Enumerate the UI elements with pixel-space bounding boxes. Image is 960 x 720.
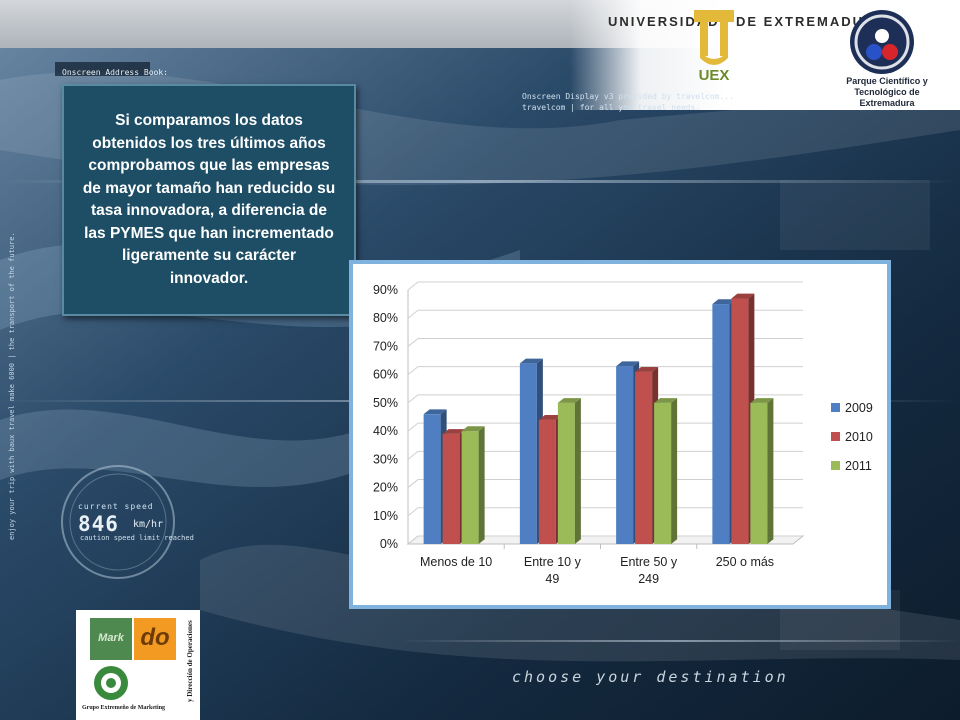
- bar-front: [731, 298, 749, 544]
- bar-top: [538, 415, 562, 420]
- y-tick-label: 80%: [373, 311, 398, 325]
- chart-x-ticks: Menos de 10 Entre 10 y 49 Entre 50 y 249 250 …: [420, 544, 774, 586]
- chart-bars: [423, 293, 774, 544]
- parque-cientifico-logo: [850, 10, 914, 74]
- bar-side: [478, 426, 485, 544]
- bar: [750, 398, 774, 544]
- marketing-group-caption: Grupo Extremeño de Marketing: [82, 705, 166, 711]
- hud-display-info: Onscreen Display v3 provided by travelco…: [522, 91, 742, 113]
- legend-label: 2009: [845, 401, 873, 415]
- hud-display-line2: travelcom | for all you travel needs.: [522, 103, 701, 112]
- bar-top: [519, 358, 543, 364]
- hud-address-book: Onscreen Address Book:: [62, 68, 168, 77]
- legend-label: 2011: [845, 459, 872, 473]
- hud-speed-label: current speed: [78, 502, 154, 511]
- uex-logo: UEX: [694, 10, 734, 84]
- y-tick-label: 0%: [380, 537, 398, 551]
- bar-top: [731, 293, 755, 299]
- conclusion-paragraph: Si comparamos los datos obtenidos los tr…: [82, 112, 336, 287]
- bar-front: [538, 419, 556, 544]
- x-tick-label: Entre 50 y 249: [620, 555, 678, 586]
- legend-swatch: [831, 403, 840, 412]
- bar-front: [423, 414, 441, 544]
- bar-top: [635, 367, 659, 372]
- university-name-left: UNIVERSIDAD: [608, 14, 720, 29]
- bar-front: [635, 371, 653, 544]
- bar-top: [461, 426, 485, 432]
- y-tick-label: 40%: [373, 424, 398, 438]
- bar-front: [654, 402, 672, 544]
- bar-top: [654, 398, 678, 403]
- x-tick-label: Entre 10 y 49: [524, 555, 582, 586]
- y-tick-label: 20%: [373, 481, 398, 495]
- conclusion-text-box: Si comparamos los datos obtenidos los tr…: [62, 84, 356, 316]
- do-logo: [134, 618, 176, 660]
- bar-front: [442, 433, 460, 544]
- do-logo-text: do: [140, 624, 170, 651]
- marketing-group-logo: [90, 662, 132, 704]
- bar-front: [519, 363, 537, 544]
- mark-logo: [90, 618, 132, 660]
- bar: [557, 398, 581, 544]
- gridline: [407, 366, 803, 376]
- x-tick-label: 250 o más: [716, 555, 774, 569]
- gridline: [407, 394, 803, 404]
- legend-swatch: [831, 461, 840, 470]
- hud-vertical-text: enjoy your trip with baux travel make 60…: [8, 232, 16, 540]
- hud-destination: choose your destination: [512, 668, 789, 686]
- bar-front: [461, 431, 479, 544]
- gridline: [407, 337, 803, 347]
- bar: [654, 398, 678, 544]
- bar-chart: 0% 10% 20% 30% 40% 50% 60% 70% 80% 90% Menos de 1…: [373, 281, 873, 586]
- chart-legend: 2009 2010 2011: [831, 401, 873, 473]
- bar-side: [767, 398, 774, 544]
- chart-frame: 0% 10% 20% 30% 40% 50% 60% 70% 80% 90% Menos de 1…: [349, 260, 891, 609]
- y-tick-label: 50%: [373, 396, 398, 410]
- bar-top: [423, 409, 447, 415]
- bar-side: [671, 398, 678, 544]
- uex-mark: UEX: [699, 67, 730, 84]
- parque-name: Parque Científico y Tecnológico de Extre…: [846, 76, 928, 108]
- chart-y-ticks: 0% 10% 20% 30% 40% 50% 60% 70% 80% 90%: [373, 283, 398, 551]
- hud-caution: caution speed limit reached: [80, 534, 194, 542]
- hud-speed-value: 846: [78, 512, 119, 536]
- bar-side: [574, 398, 581, 544]
- y-tick-label: 60%: [373, 368, 398, 382]
- chart-grid: [406, 281, 805, 545]
- bar-top: [712, 299, 736, 305]
- mark-logo-text: Mark: [98, 632, 124, 644]
- bar-front: [712, 304, 730, 544]
- y-tick-label: 70%: [373, 339, 398, 353]
- hud-speed-unit: km/hr: [133, 519, 164, 530]
- bar-top: [557, 398, 581, 403]
- y-tick-label: 90%: [373, 283, 398, 297]
- bar-top: [750, 398, 774, 403]
- y-tick-label: 10%: [373, 509, 398, 523]
- gridline: [407, 309, 803, 319]
- bar-front: [750, 402, 768, 544]
- bar-top: [442, 429, 466, 434]
- y-tick-label: 30%: [373, 452, 398, 466]
- bar: [461, 426, 485, 544]
- x-tick-label: Menos de 10: [420, 555, 492, 569]
- legend-swatch: [831, 432, 840, 441]
- bar-front: [557, 402, 575, 544]
- legend-label: 2010: [845, 430, 873, 444]
- gridline: [407, 281, 803, 291]
- university-name-right: DE EXTREMADURA: [736, 14, 887, 29]
- bar-top: [616, 361, 640, 367]
- operations-vertical-text: y Dirección de Operaciones: [186, 620, 194, 702]
- hud-display-line1: Onscreen Display v3 provided by travelco…: [522, 92, 734, 101]
- bar-front: [616, 366, 634, 544]
